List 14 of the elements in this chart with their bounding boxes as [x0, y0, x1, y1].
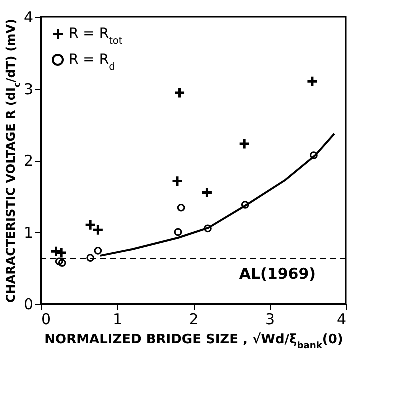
legend-label: R = R$_{tot}$ [69, 26, 123, 46]
x-tick-label: 1 [112, 310, 123, 328]
y-tick-label: 1 [24, 224, 34, 242]
ref-line-label: AL(1969) [239, 264, 316, 283]
y-tick-label: 4 [24, 8, 34, 26]
x-tick-label: 0 [42, 310, 52, 328]
legend-label: R = R$_{d}$ [69, 52, 116, 72]
x-tick-label: 4 [336, 310, 346, 328]
x-tick-label: 3 [265, 310, 276, 328]
y-tick-label: 3 [24, 80, 34, 98]
y-tick-label: 2 [24, 152, 34, 170]
y-tick-label: 0 [24, 296, 34, 314]
x-tick-label: 2 [189, 310, 199, 328]
x-axis-title: NORMALIZED BRIDGE SIZE , √Wd/ξ$_{bank}$(0) [44, 332, 344, 352]
